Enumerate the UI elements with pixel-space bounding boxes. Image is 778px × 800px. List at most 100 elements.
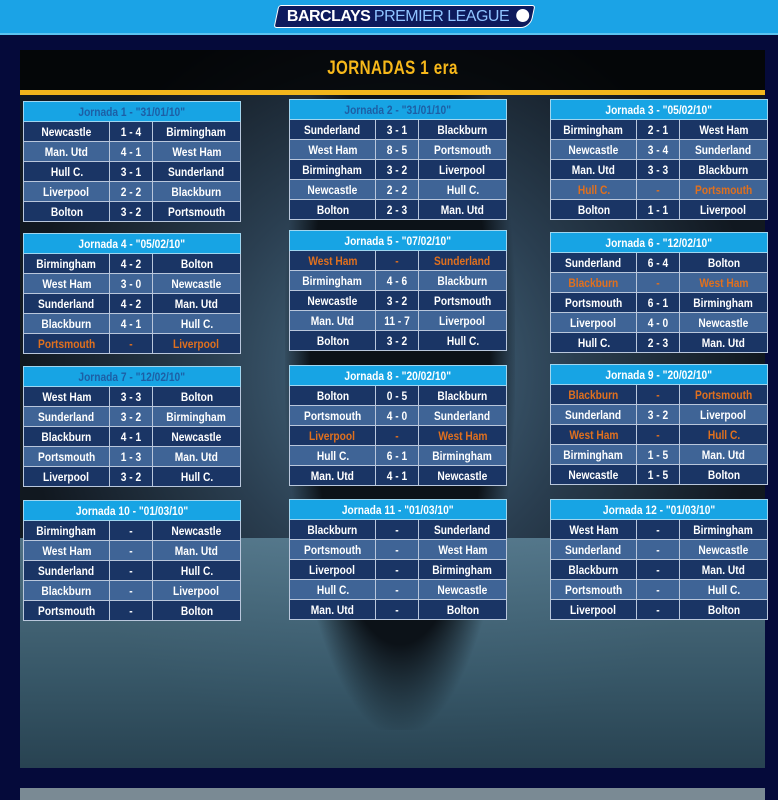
score: 3 - 3 (109, 386, 153, 407)
match-row: Liverpool 2 - 2 Blackburn (23, 181, 241, 202)
home-team: Birmingham (23, 520, 110, 541)
home-team: Liverpool (550, 312, 637, 333)
score: 4 - 2 (109, 293, 153, 314)
away-team: Hull C. (418, 179, 507, 200)
jornada-header: Jornada 10 - "01/03/10" (23, 500, 241, 521)
home-team: Portsmouth (289, 405, 376, 426)
away-team: Bolton (679, 464, 768, 485)
home-team: West Ham (289, 139, 376, 160)
score: 1 - 3 (109, 446, 153, 467)
jornada-5-table: Jornada 5 - "07/02/10" West Ham - Sunder… (289, 230, 507, 351)
away-team: West Ham (418, 425, 507, 446)
score: 4 - 2 (109, 253, 153, 274)
away-team: Newcastle (152, 273, 241, 294)
score: - (375, 539, 419, 560)
home-team: Sunderland (23, 293, 110, 314)
home-team: West Ham (23, 540, 110, 561)
home-team: Liverpool (289, 425, 376, 446)
score: - (109, 600, 153, 621)
score: - (375, 559, 419, 580)
away-team: Liverpool (418, 310, 507, 331)
jornada-header: Jornada 1 - "31/01/10" (23, 101, 241, 122)
match-row: Portsmouth 4 - 0 Sunderland (289, 405, 507, 426)
away-team: West Ham (679, 272, 768, 293)
away-team: Man. Utd (679, 332, 768, 353)
home-team: Portsmouth (550, 292, 637, 313)
match-row: Hull C. 6 - 1 Birmingham (289, 445, 507, 466)
score: 3 - 2 (375, 330, 419, 351)
logo-text-barclays: BARCLAYS (287, 7, 371, 25)
match-row: Blackburn - Man. Utd (550, 559, 768, 580)
match-row: Blackburn - Sunderland (289, 519, 507, 540)
home-team: West Ham (23, 273, 110, 294)
match-row: Newcastle 1 - 5 Bolton (550, 464, 768, 485)
jornada-4-table: Jornada 4 - "05/02/10" Birmingham 4 - 2 … (23, 233, 241, 354)
score: 3 - 1 (375, 119, 419, 140)
match-row: Sunderland 3 - 2 Liverpool (550, 404, 768, 425)
home-team: Newcastle (550, 139, 637, 160)
home-team: Blackburn (23, 426, 110, 447)
away-team: Portsmouth (679, 179, 768, 200)
home-team: Man. Utd (550, 159, 637, 180)
home-team: Newcastle (23, 121, 110, 142)
home-team: Liverpool (23, 181, 110, 202)
home-team: Sunderland (23, 560, 110, 581)
match-row: Bolton 0 - 5 Blackburn (289, 385, 507, 406)
jornada-header: Jornada 8 - "20/02/10" (289, 365, 507, 386)
jornada-header: Jornada 12 - "01/03/10" (550, 499, 768, 520)
home-team: Hull C. (550, 179, 637, 200)
home-team: Blackburn (550, 384, 637, 405)
home-team: Sunderland (550, 252, 637, 273)
home-team: Liverpool (550, 599, 637, 620)
score: - (636, 519, 680, 540)
match-row: West Ham 8 - 5 Portsmouth (289, 139, 507, 160)
home-team: Blackburn (23, 313, 110, 334)
jornada-11-table: Jornada 11 - "01/03/10" Blackburn - Sund… (289, 499, 507, 620)
score: - (109, 560, 153, 581)
bottom-strip (20, 788, 765, 800)
away-team: Birmingham (679, 519, 768, 540)
match-row: Portsmouth - Hull C. (550, 579, 768, 600)
match-row: Newcastle 3 - 2 Portsmouth (289, 290, 507, 311)
away-team: Hull C. (152, 313, 241, 334)
score: 3 - 2 (109, 466, 153, 487)
score: 3 - 2 (636, 404, 680, 425)
away-team: Bolton (152, 600, 241, 621)
home-team: Sunderland (550, 404, 637, 425)
away-team: Portsmouth (679, 384, 768, 405)
home-team: Liverpool (289, 559, 376, 580)
match-row: Sunderland 3 - 1 Blackburn (289, 119, 507, 140)
score: 6 - 1 (636, 292, 680, 313)
home-team: Man. Utd (23, 141, 110, 162)
score: - (375, 250, 419, 271)
away-team: Bolton (152, 386, 241, 407)
away-team: Liverpool (152, 333, 241, 354)
home-team: Blackburn (550, 272, 637, 293)
match-row: West Ham - Man. Utd (23, 540, 241, 561)
home-team: Newcastle (289, 290, 376, 311)
match-row: Newcastle 3 - 4 Sunderland (550, 139, 768, 160)
score: - (375, 579, 419, 600)
home-team: Bolton (289, 330, 376, 351)
match-row: Man. Utd 11 - 7 Liverpool (289, 310, 507, 331)
home-team: Portsmouth (23, 446, 110, 467)
score: 0 - 5 (375, 385, 419, 406)
logo-text-premier-league: PREMIER LEAGUE (374, 7, 510, 25)
score: 4 - 1 (109, 313, 153, 334)
home-team: West Ham (289, 250, 376, 271)
match-row: Bolton 2 - 3 Man. Utd (289, 199, 507, 220)
score: 3 - 3 (636, 159, 680, 180)
away-team: Hull C. (679, 579, 768, 600)
jornada-header: Jornada 9 - "20/02/10" (550, 364, 768, 385)
away-team: Blackburn (418, 270, 507, 291)
score: 3 - 2 (375, 159, 419, 180)
score: 2 - 3 (375, 199, 419, 220)
away-team: Man. Utd (679, 444, 768, 465)
away-team: Blackburn (418, 385, 507, 406)
away-team: Portsmouth (418, 290, 507, 311)
away-team: Birmingham (152, 121, 241, 142)
home-team: Hull C. (23, 161, 110, 182)
match-row: Sunderland - Newcastle (550, 539, 768, 560)
away-team: Blackburn (418, 119, 507, 140)
away-team: Sunderland (418, 250, 507, 271)
